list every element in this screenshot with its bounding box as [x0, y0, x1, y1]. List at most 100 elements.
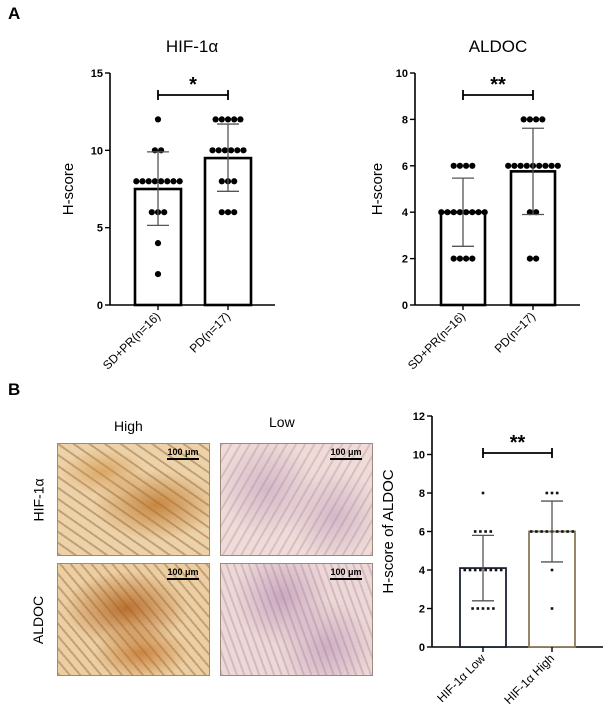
- data-point: [548, 162, 555, 169]
- data-point: [481, 209, 488, 216]
- data-point: [139, 178, 146, 185]
- y-tick-label: 10: [396, 68, 408, 80]
- data-point: [456, 162, 463, 169]
- data-point: [228, 147, 235, 154]
- y-tick-label: 0: [419, 642, 425, 654]
- data-point: [523, 162, 530, 169]
- data-point: [463, 255, 470, 262]
- data-point: [476, 607, 480, 610]
- data-point: [164, 178, 171, 185]
- data-point: [450, 209, 457, 216]
- y-tick-label: 4: [402, 207, 409, 219]
- data-point: [231, 209, 238, 216]
- data-point: [539, 116, 546, 123]
- y-tick-label: 2: [402, 254, 408, 266]
- data-point: [492, 607, 495, 610]
- data-point: [444, 209, 451, 216]
- data-point: [224, 209, 232, 216]
- y-tick-label: 5: [97, 223, 103, 235]
- y-tick-label: 2: [419, 604, 425, 616]
- data-point: [526, 209, 534, 216]
- y-tick-label: 12: [413, 411, 425, 423]
- data-point: [151, 178, 158, 185]
- data-point: [170, 178, 177, 185]
- data-point: [231, 178, 238, 185]
- ihc-image-hif1a-low: 100 μm: [220, 443, 373, 556]
- data-point: [154, 270, 162, 278]
- scale-bar: 100 μm: [330, 447, 362, 460]
- y-axis-label: H-score: [60, 163, 77, 216]
- y-tick-label: 0: [97, 300, 103, 312]
- data-point: [494, 568, 498, 572]
- data-point: [475, 209, 482, 216]
- data-point: [473, 530, 477, 533]
- data-point: [237, 116, 244, 123]
- data-point: [484, 568, 487, 572]
- data-point: [545, 530, 549, 533]
- data-point: [133, 178, 140, 185]
- scale-bar: 100 μm: [330, 567, 362, 580]
- data-point: [463, 209, 470, 216]
- chart-title: HIF-1α: [166, 37, 219, 56]
- data-point: [469, 255, 476, 262]
- y-tick-label: 10: [91, 145, 103, 157]
- data-point: [484, 530, 487, 533]
- x-tick-label: HIF-1α Low: [434, 651, 488, 705]
- y-tick-label: 0: [402, 300, 408, 312]
- data-point: [145, 178, 152, 185]
- data-point: [566, 530, 569, 533]
- row-header-aldoc: ALDOC: [30, 595, 47, 645]
- data-point: [450, 162, 457, 169]
- scale-bar: 100 μm: [167, 447, 199, 460]
- significance-stars: **: [490, 74, 506, 96]
- column-header-low: Low: [269, 414, 295, 430]
- data-point: [550, 568, 554, 572]
- data-point: [550, 607, 554, 610]
- x-tick-label: HIF-1α High: [501, 651, 557, 707]
- significance-stars: *: [189, 74, 197, 96]
- data-point: [479, 530, 482, 533]
- data-point: [533, 116, 540, 123]
- data-point: [473, 568, 477, 572]
- data-point: [469, 209, 476, 216]
- data-point: [240, 147, 247, 154]
- data-point: [218, 116, 225, 123]
- data-point: [511, 162, 518, 169]
- data-point: [471, 607, 474, 610]
- ihc-image-hif1a-high: 100 μm: [57, 443, 210, 556]
- data-point: [463, 162, 470, 169]
- data-point: [489, 530, 493, 533]
- data-point: [517, 162, 524, 169]
- data-point: [489, 568, 493, 572]
- data-point: [212, 116, 219, 123]
- data-point: [158, 178, 165, 185]
- data-point: [218, 209, 225, 216]
- data-point: [555, 491, 559, 495]
- data-point: [550, 491, 554, 495]
- y-tick-label: 8: [419, 488, 425, 500]
- data-point: [486, 607, 490, 610]
- data-point: [450, 255, 457, 262]
- data-point: [218, 178, 225, 185]
- data-point: [456, 209, 463, 216]
- data-point: [533, 209, 540, 216]
- data-point: [499, 568, 503, 572]
- row-header-hif1a: HIF-1α: [30, 478, 47, 522]
- panel-a-label: A: [8, 4, 21, 23]
- data-point: [154, 240, 162, 247]
- data-point: [468, 568, 472, 572]
- data-point: [224, 116, 232, 123]
- data-point: [529, 530, 533, 533]
- data-point: [540, 530, 543, 533]
- y-axis-label: H-score: [369, 163, 386, 216]
- data-point: [221, 147, 228, 154]
- data-point: [209, 147, 216, 154]
- data-point: [176, 178, 183, 185]
- data-point: [536, 162, 543, 169]
- significance-stars: **: [510, 432, 526, 454]
- y-axis-label: H-score of ALDOC: [380, 469, 397, 593]
- data-point: [481, 607, 485, 610]
